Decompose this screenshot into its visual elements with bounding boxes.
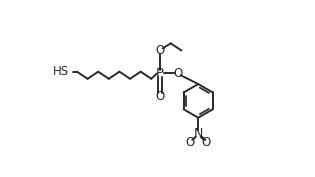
Text: N: N: [193, 127, 203, 140]
Text: O: O: [173, 67, 182, 80]
Text: O: O: [156, 90, 165, 103]
Text: P: P: [156, 67, 164, 80]
Text: HS: HS: [53, 65, 69, 78]
Text: O: O: [156, 44, 165, 57]
Text: O: O: [186, 136, 195, 149]
Text: O: O: [202, 136, 211, 149]
